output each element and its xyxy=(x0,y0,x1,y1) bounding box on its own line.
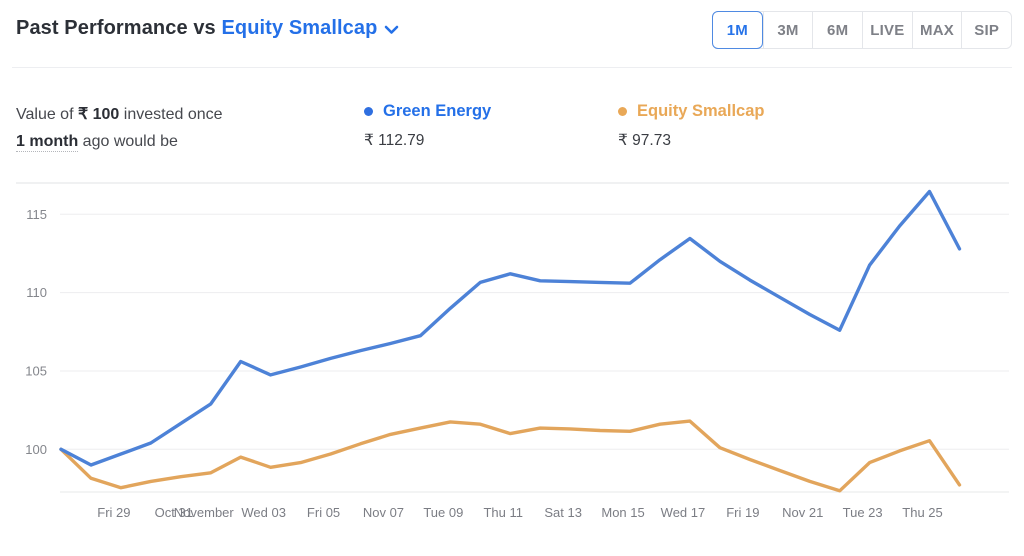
legend-dot-icon xyxy=(618,107,627,116)
x-axis-label-wed-17: Wed 17 xyxy=(661,505,706,520)
period-button-max[interactable]: MAX xyxy=(911,12,962,48)
x-axis-label-nov-07: Nov 07 xyxy=(363,505,404,520)
invested-amount: 100 xyxy=(92,106,120,123)
currency-symbol: ₹ xyxy=(77,106,89,123)
legend-item-green-energy: Green Energy ₹ 112.79 xyxy=(364,102,618,150)
legend-value: ₹ 112.79 xyxy=(364,132,425,149)
x-axis-label-fri-19: Fri 19 xyxy=(726,505,759,520)
period-toggle-group: 1M 3M 6M LIVE MAX SIP xyxy=(712,11,1012,49)
x-axis-label-fri-05: Fri 05 xyxy=(307,505,340,520)
summary-suffix: invested once xyxy=(123,106,223,123)
chart-area[interactable]: 115 110 105 100 Fri 29 Oct 31 November Wed 03 Fr… xyxy=(0,180,1024,556)
summary-text: Value of ₹ 100 invested once 1 month ago… xyxy=(16,101,223,155)
y-axis-label-110: 110 xyxy=(26,285,47,300)
legend: Green Energy ₹ 112.79 Equity Smallcap ₹ 97.… xyxy=(364,102,872,150)
equity-smallcap-line xyxy=(59,419,962,493)
x-axis-label-tue-23: Tue 23 xyxy=(843,505,883,520)
x-axis-label-november: November xyxy=(174,505,235,520)
summary-line-1: Value of ₹ 100 invested once xyxy=(16,101,223,128)
x-axis-label-thu-11: Thu 11 xyxy=(483,505,523,520)
period-button-3m[interactable]: 3M xyxy=(762,12,813,48)
fund-selector-dropdown[interactable]: Equity Smallcap xyxy=(221,17,399,39)
summary-prefix: Value of xyxy=(16,106,74,123)
x-axis-label-mon-15: Mon 15 xyxy=(601,505,644,520)
x-axis-label-oct-31: Oct 31 xyxy=(155,505,193,520)
period-button-live[interactable]: LIVE xyxy=(862,12,912,48)
legend-dot-icon xyxy=(364,107,373,116)
fund-selector-label: Equity Smallcap xyxy=(221,17,378,39)
x-axis-label-wed-03: Wed 03 xyxy=(241,505,286,520)
header-divider xyxy=(12,67,1012,68)
legend-value: ₹ 97.73 xyxy=(618,132,671,149)
x-axis-label-thu-25: Thu 25 xyxy=(902,505,942,520)
period-term[interactable]: 1 month xyxy=(16,133,79,152)
x-axis-label-tue-09: Tue 09 xyxy=(423,505,463,520)
x-axis-label-sat-13: Sat 13 xyxy=(544,505,582,520)
y-axis-label-105: 105 xyxy=(25,363,47,378)
summary-line-2: 1 month ago would be xyxy=(16,128,223,155)
legend-name: Equity Smallcap xyxy=(637,102,765,120)
y-axis-label-100: 100 xyxy=(25,442,47,457)
summary-rest: ago would be xyxy=(82,133,178,150)
green-energy-line xyxy=(59,189,962,467)
period-button-6m[interactable]: 6M xyxy=(812,12,863,48)
y-axis-label-115: 115 xyxy=(26,207,47,222)
legend-item-equity-smallcap: Equity Smallcap ₹ 97.73 xyxy=(618,102,872,150)
title-prefix: Past Performance vs xyxy=(16,17,216,39)
chevron-down-icon xyxy=(385,25,399,34)
period-button-sip[interactable]: SIP xyxy=(961,12,1012,48)
legend-name: Green Energy xyxy=(383,102,492,120)
page-title: Past Performance vs Equity Smallcap xyxy=(16,17,399,40)
x-axis-label-fri-29: Fri 29 xyxy=(97,505,130,520)
period-button-1m[interactable]: 1M xyxy=(712,11,763,49)
x-axis-label-nov-21: Nov 21 xyxy=(782,505,823,520)
